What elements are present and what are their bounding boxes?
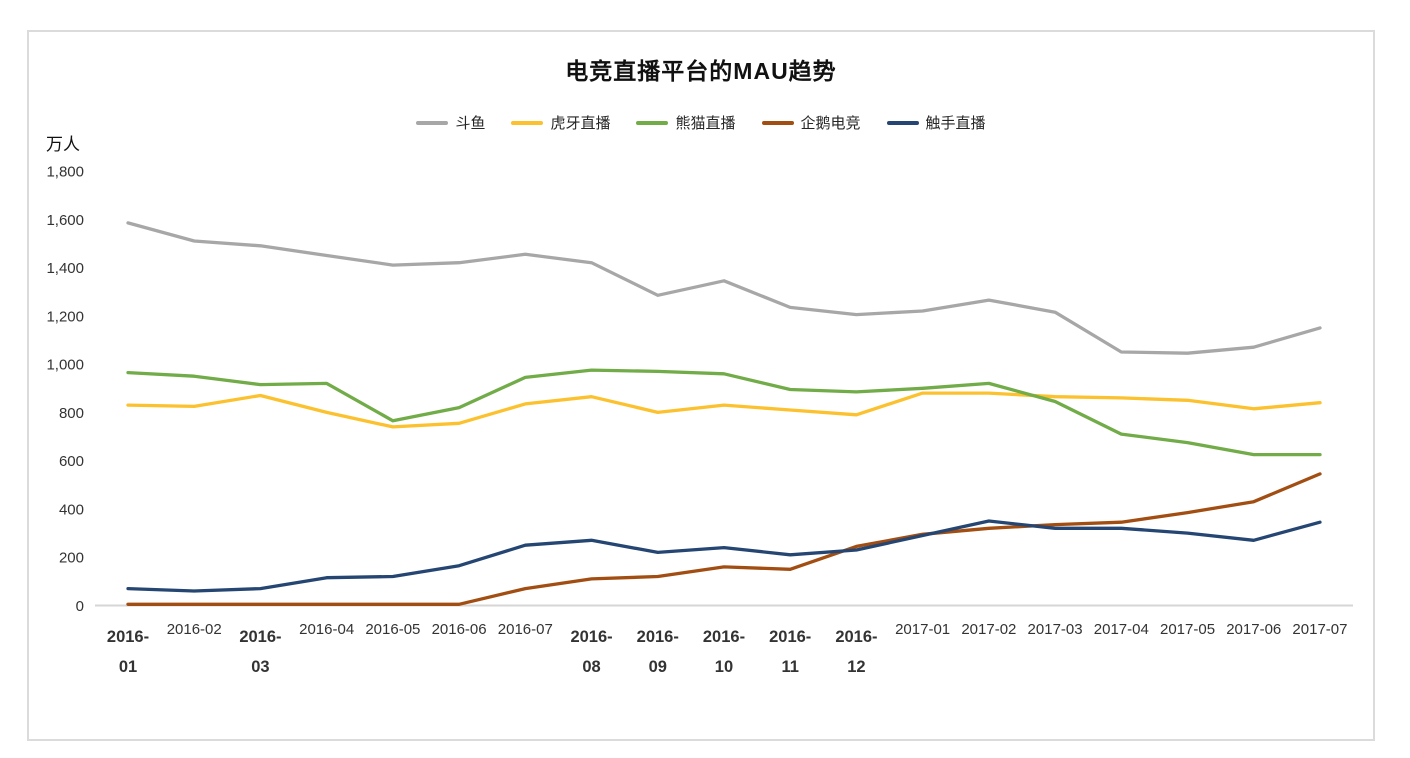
x-tick-label: 2016- [239,628,281,646]
y-tick-label: 200 [59,550,84,567]
legend-swatch-icon [416,120,449,125]
x-tick-label: 2016-06 [432,621,487,638]
legend-item-2: 熊猫直播 [636,112,736,133]
x-tick-label-line2: 10 [715,658,733,676]
series-line-3 [126,472,1322,606]
y-tick-label: 800 [59,405,84,422]
x-tick-label: 2016-04 [299,621,354,638]
x-tick-label: 2016- [703,628,745,646]
x-tick-label-line2: 03 [251,658,269,676]
legend-swatch-icon [511,120,544,125]
y-axis-unit-label: 万人 [46,135,80,154]
legend-swatch-icon [761,120,794,125]
x-tick-label: 2016-07 [498,621,553,638]
y-tick-label: 1,000 [46,357,84,374]
legend-item-1: 虎牙直播 [511,112,610,133]
legend-label: 触手直播 [925,115,986,132]
y-tick-label: 0 [76,598,84,615]
x-tick-label-line2: 12 [847,658,865,676]
x-tick-label-line2: 08 [582,658,600,676]
legend-swatch-icon [636,120,669,125]
x-tick-label: 2017-06 [1226,621,1281,638]
x-tick-label: 2017-05 [1160,621,1215,638]
y-tick-label: 1,800 [46,164,84,181]
x-tick-label-line2: 11 [781,658,798,676]
y-tick-label: 1,200 [46,308,84,325]
legend-item-0: 斗鱼 [416,112,485,133]
x-tick-label: 2017-02 [961,621,1016,638]
x-tick-label: 2017-03 [1028,621,1083,638]
chart-title: 电竞直播平台的MAU趋势 [565,58,837,84]
y-tick-label: 1,400 [46,260,84,277]
x-tick-label: 2016- [570,628,612,646]
series-line-4 [126,519,1322,593]
x-tick-label: 2017-01 [895,621,950,638]
series-line-2 [126,368,1322,457]
x-tick-label: 2016-02 [167,621,222,638]
x-tick-label: 2016- [769,628,811,646]
y-tick-label: 600 [59,453,84,470]
legend-label: 企鹅电竞 [800,115,861,132]
x-tick-label: 2016- [835,628,877,646]
legend-label: 虎牙直播 [550,115,611,132]
series-line-0 [126,221,1322,355]
legend-label: 熊猫直播 [675,115,736,132]
y-tick-label: 1,600 [46,212,84,229]
legend-swatch-icon [886,120,919,125]
x-tick-label: 2017-07 [1292,621,1347,638]
x-tick-label: 2016- [107,628,149,646]
legend: 斗鱼 虎牙直播 熊猫直播 企鹅电竞 触手直播 [27,112,1375,133]
chart-frame [27,30,1375,741]
x-tick-label: 2017-04 [1094,621,1149,638]
x-tick-label: 2016-05 [365,621,420,638]
y-tick-label: 400 [59,501,84,518]
x-tick-label-line2: 09 [649,658,667,676]
x-tick-label-line2: 01 [119,658,137,676]
legend-item-4: 触手直播 [886,112,986,133]
legend-label: 斗鱼 [455,115,486,132]
x-tick-label: 2016- [637,628,679,646]
legend-item-3: 企鹅电竞 [761,112,861,133]
series-line-1 [126,391,1322,429]
